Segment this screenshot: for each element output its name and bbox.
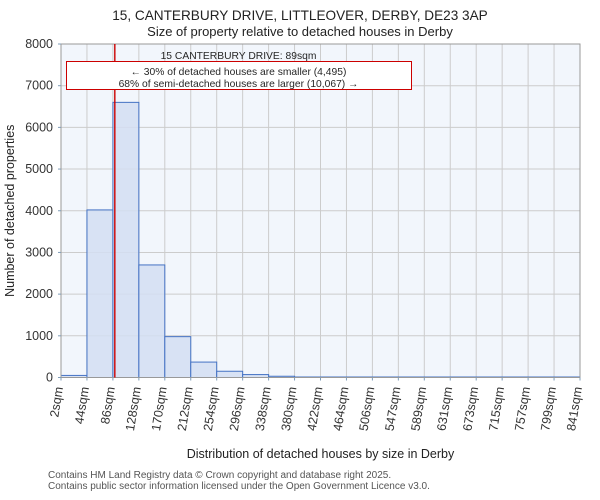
svg-text:5000: 5000	[25, 162, 53, 176]
svg-text:841sqm: 841sqm	[564, 386, 585, 432]
svg-text:128sqm: 128sqm	[123, 386, 144, 432]
svg-text:715sqm: 715sqm	[486, 386, 507, 432]
svg-text:296sqm: 296sqm	[227, 386, 248, 432]
svg-text:44sqm: 44sqm	[72, 386, 92, 425]
svg-text:464sqm: 464sqm	[331, 386, 352, 432]
svg-text:2sqm: 2sqm	[47, 386, 66, 418]
svg-text:673sqm: 673sqm	[460, 386, 481, 432]
svg-text:1000: 1000	[25, 329, 53, 343]
svg-text:799sqm: 799sqm	[538, 386, 559, 432]
svg-text:Distribution of detached house: Distribution of detached houses by size …	[187, 447, 455, 461]
svg-text:422sqm: 422sqm	[305, 386, 326, 432]
svg-text:7000: 7000	[25, 79, 53, 93]
svg-text:170sqm: 170sqm	[149, 386, 170, 432]
svg-text:338sqm: 338sqm	[253, 386, 274, 432]
svg-text:506sqm: 506sqm	[357, 386, 378, 432]
svg-text:380sqm: 380sqm	[279, 386, 300, 432]
svg-text:254sqm: 254sqm	[201, 386, 222, 432]
svg-text:Number of detached properties: Number of detached properties	[3, 125, 17, 297]
svg-text:8000: 8000	[25, 37, 53, 51]
svg-text:6000: 6000	[25, 120, 53, 134]
svg-text:547sqm: 547sqm	[383, 386, 404, 432]
svg-text:757sqm: 757sqm	[512, 386, 533, 432]
svg-text:3000: 3000	[25, 245, 53, 259]
svg-text:2000: 2000	[25, 287, 53, 301]
svg-text:4000: 4000	[25, 204, 53, 218]
svg-text:86sqm: 86sqm	[98, 386, 118, 425]
svg-text:631sqm: 631sqm	[434, 386, 455, 432]
svg-text:212sqm: 212sqm	[175, 386, 196, 432]
svg-text:0: 0	[46, 371, 53, 385]
svg-text:589sqm: 589sqm	[408, 386, 429, 432]
